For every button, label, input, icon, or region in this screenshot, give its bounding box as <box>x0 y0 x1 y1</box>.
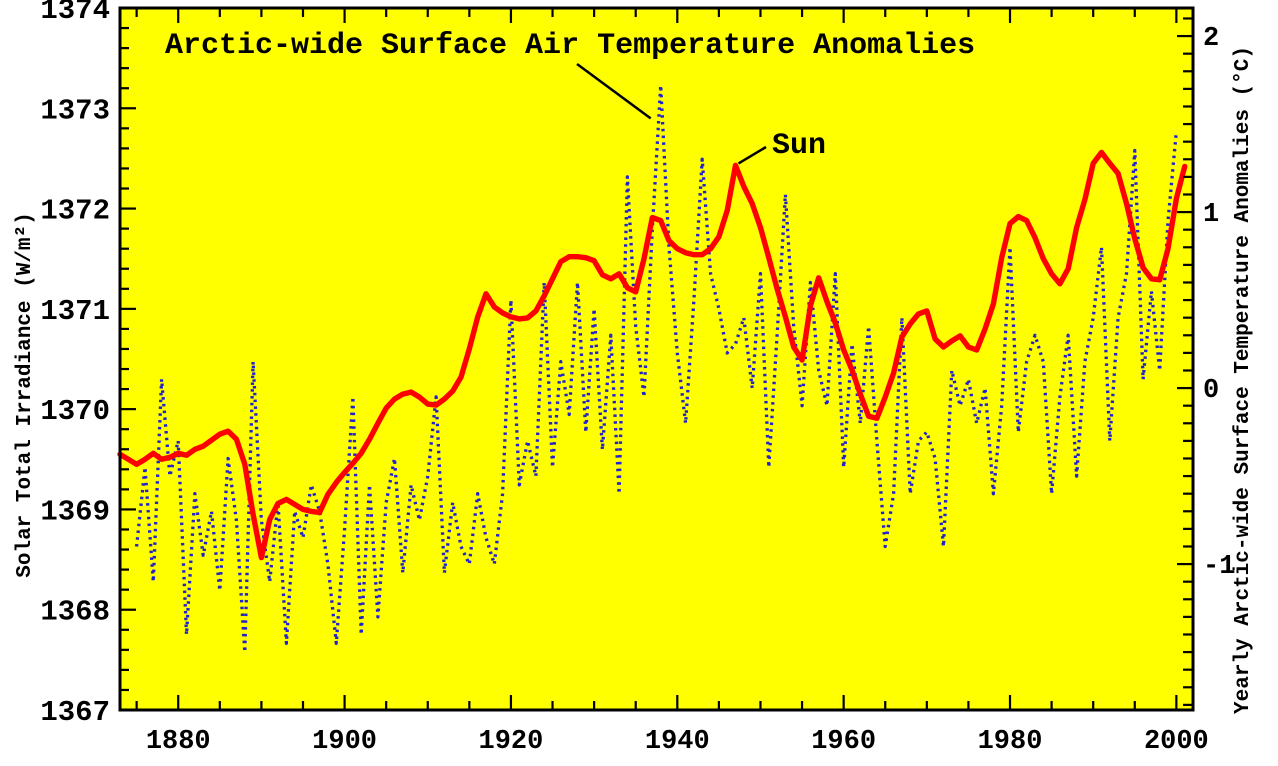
solar-series-line <box>117 149 1188 561</box>
left-tick-label: 1372 <box>40 195 110 228</box>
sun-series-label: Sun <box>772 129 826 163</box>
x-tick-label: 1920 <box>479 727 544 757</box>
left-tick-label: 1374 <box>40 0 110 27</box>
x-tick-label: 1880 <box>146 727 211 757</box>
left-tick-label: 1370 <box>40 395 110 428</box>
sun-leader-line <box>737 145 767 165</box>
x-tick-label: 2000 <box>1144 727 1209 757</box>
left-tick-label: 1367 <box>40 696 110 729</box>
right-tick-label: -1 <box>1203 552 1235 582</box>
plot-frame <box>118 6 1195 712</box>
x-tick-label: 1960 <box>811 727 876 757</box>
right-tick-label: 0 <box>1203 376 1219 406</box>
right-tick-label: 2 <box>1203 24 1219 54</box>
left-tick-label: 1369 <box>40 495 110 528</box>
right-tick-label: 1 <box>1203 200 1219 230</box>
right-axis-title: Yearly Arctic-wide Surface Temperature A… <box>1232 46 1255 714</box>
left-tick-label: 1368 <box>40 596 110 629</box>
x-tick-label: 1980 <box>978 727 1043 757</box>
title-leader-line <box>576 62 652 120</box>
chart-title: Arctic-wide Surface Air Temperature Anom… <box>165 29 975 63</box>
left-tick-label: 1371 <box>40 295 110 328</box>
left-tick-label: 1373 <box>40 94 110 127</box>
temperature-series-line <box>134 83 1179 654</box>
left-axis-title: Solar Total Irradiance (W/m²) <box>14 212 37 577</box>
plot-area <box>120 8 1193 710</box>
axis-ticks <box>120 6 1193 712</box>
axis-tick-labels: 1880 1900 1920 1940 1960 1980 2000 1374 1373 1372… <box>40 0 1235 757</box>
x-tick-label: 1900 <box>312 727 377 757</box>
data-series <box>117 83 1188 654</box>
x-tick-label: 1940 <box>645 727 710 757</box>
